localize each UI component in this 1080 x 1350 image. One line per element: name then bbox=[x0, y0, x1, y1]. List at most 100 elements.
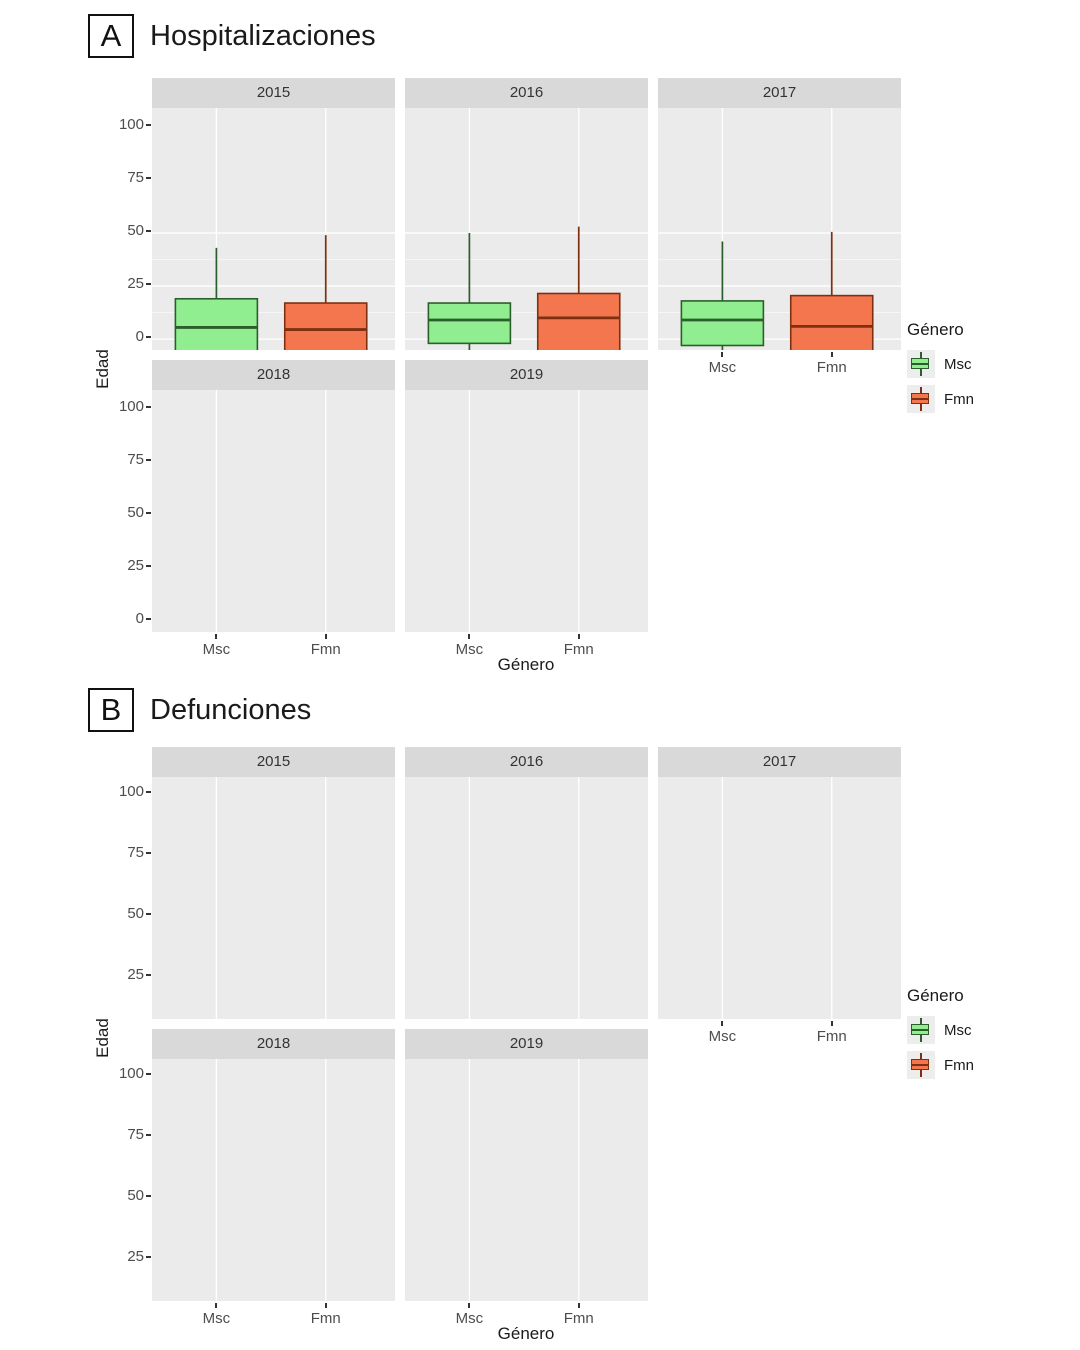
x-tick-mark bbox=[830, 352, 833, 357]
y-tick-mark bbox=[146, 974, 151, 976]
y-tick-mark bbox=[146, 1194, 151, 1197]
y-tick-label: 100 bbox=[118, 1064, 144, 1082]
legend-item-fmn: Fmn bbox=[907, 1051, 974, 1079]
x-tick-label: Msc bbox=[708, 1028, 737, 1045]
x-tick-label: Msc bbox=[202, 1310, 231, 1327]
facet-panel-2017 bbox=[658, 108, 901, 350]
y-tick-mark bbox=[146, 177, 151, 180]
x-tick-mark bbox=[324, 634, 327, 639]
y-tick-label: 50 bbox=[127, 504, 144, 522]
y-axis-title-a: Edad bbox=[93, 349, 112, 389]
facet-panel-2015 bbox=[152, 108, 395, 350]
facet-strip-2018: 2018 bbox=[152, 1029, 395, 1059]
x-tick-label: Msc bbox=[455, 641, 484, 658]
legend-item-msc: Msc bbox=[907, 350, 974, 378]
x-tick-mark bbox=[324, 1303, 327, 1308]
facet-strip-2019: 2019 bbox=[405, 360, 648, 390]
panel-b-label: B bbox=[100, 692, 122, 727]
x-tick-label: Fmn bbox=[310, 1310, 341, 1327]
x-tick-label: Fmn bbox=[563, 1310, 594, 1327]
facet-strip-2017: 2017 bbox=[658, 747, 901, 777]
legend-key-fmn-boxplot-icon bbox=[907, 385, 935, 413]
x-tick-label: Fmn bbox=[816, 359, 847, 376]
x-tick-label: Fmn bbox=[310, 641, 341, 658]
facet-panel-2016 bbox=[405, 108, 648, 350]
legend-a: Género Msc Fmn bbox=[907, 320, 974, 420]
legend-label-fmn: Fmn bbox=[944, 390, 974, 408]
y-tick-mark bbox=[146, 512, 151, 515]
facet-panel-2019 bbox=[405, 390, 648, 632]
legend-label-msc: Msc bbox=[944, 355, 972, 373]
y-tick-label: 0 bbox=[135, 328, 144, 346]
y-tick-label: 0 bbox=[135, 610, 144, 628]
facet-strip-2018: 2018 bbox=[152, 360, 395, 390]
x-tick-mark bbox=[468, 634, 471, 639]
x-axis-title-a: Género bbox=[497, 655, 555, 674]
facet-strip-2017: 2017 bbox=[658, 78, 901, 108]
y-tick-label: 25 bbox=[127, 275, 144, 293]
y-tick-mark bbox=[146, 565, 151, 568]
y-tick-label: 25 bbox=[127, 557, 144, 575]
x-tick-mark bbox=[468, 1303, 471, 1308]
panel-b-title: Defunciones bbox=[150, 694, 312, 726]
y-tick-label: 25 bbox=[127, 966, 144, 983]
panel-a-label: A bbox=[100, 18, 122, 53]
x-tick-mark bbox=[830, 1021, 833, 1026]
y-tick-mark bbox=[146, 459, 151, 462]
x-axis-title-b: Género bbox=[497, 1324, 555, 1343]
y-tick-label: 100 bbox=[118, 782, 144, 800]
y-tick-mark bbox=[146, 912, 151, 915]
x-tick-mark bbox=[721, 352, 724, 357]
x-tick-mark bbox=[215, 1303, 218, 1308]
legend-key-fmn-boxplot-icon bbox=[907, 1051, 935, 1079]
panel-b-label-box: B bbox=[88, 688, 134, 732]
facet-panel-2015 bbox=[152, 777, 395, 1019]
y-tick-label: 75 bbox=[127, 1125, 144, 1143]
legend-label-fmn: Fmn bbox=[944, 1056, 974, 1074]
y-tick-mark bbox=[146, 123, 151, 126]
legend-key-msc-boxplot-icon bbox=[907, 1016, 935, 1044]
y-tick-label: 100 bbox=[118, 397, 144, 415]
facet-strip-2016: 2016 bbox=[405, 78, 648, 108]
x-tick-label: Msc bbox=[202, 641, 231, 658]
facet-panel-2017 bbox=[658, 777, 901, 1019]
facet-panel-2018 bbox=[152, 1059, 395, 1301]
y-tick-label: 75 bbox=[127, 843, 144, 861]
y-tick-label: 100 bbox=[118, 115, 144, 133]
y-tick-label: 75 bbox=[127, 169, 144, 187]
panel-a-label-box: A bbox=[88, 14, 134, 58]
legend-title: Género bbox=[907, 320, 964, 339]
y-tick-mark bbox=[146, 336, 151, 339]
y-tick-mark bbox=[146, 230, 151, 233]
legend-item-msc: Msc bbox=[907, 1016, 974, 1044]
x-tick-label: Fmn bbox=[563, 641, 594, 658]
y-tick-mark bbox=[146, 790, 151, 793]
y-tick-mark bbox=[146, 1256, 151, 1258]
facet-panel-2016 bbox=[405, 777, 648, 1019]
y-tick-mark bbox=[146, 1133, 151, 1136]
facet-strip-2015: 2015 bbox=[152, 747, 395, 777]
x-tick-mark bbox=[577, 1303, 580, 1308]
y-tick-mark bbox=[146, 283, 151, 286]
y-tick-label: 50 bbox=[127, 1186, 144, 1204]
x-tick-label: Msc bbox=[455, 1310, 484, 1327]
facet-panel-2019 bbox=[405, 1059, 648, 1301]
legend-label-msc: Msc bbox=[944, 1021, 972, 1039]
y-tick-mark bbox=[146, 618, 151, 621]
legend-title: Género bbox=[907, 986, 964, 1005]
legend-item-fmn: Fmn bbox=[907, 385, 974, 413]
facet-panel-2018 bbox=[152, 390, 395, 632]
x-tick-label: Fmn bbox=[816, 1028, 847, 1045]
facet-strip-2019: 2019 bbox=[405, 1029, 648, 1059]
facet-strip-2016: 2016 bbox=[405, 747, 648, 777]
legend-b: Género Msc Fmn bbox=[907, 986, 974, 1086]
y-tick-mark bbox=[146, 851, 151, 854]
facet-strip-2015: 2015 bbox=[152, 78, 395, 108]
x-tick-mark bbox=[215, 634, 218, 639]
x-tick-mark bbox=[577, 634, 580, 639]
y-tick-label: 50 bbox=[127, 222, 144, 240]
legend-key-msc-boxplot-icon bbox=[907, 350, 935, 378]
y-tick-label: 75 bbox=[127, 451, 144, 469]
y-tick-label: 50 bbox=[127, 904, 144, 922]
